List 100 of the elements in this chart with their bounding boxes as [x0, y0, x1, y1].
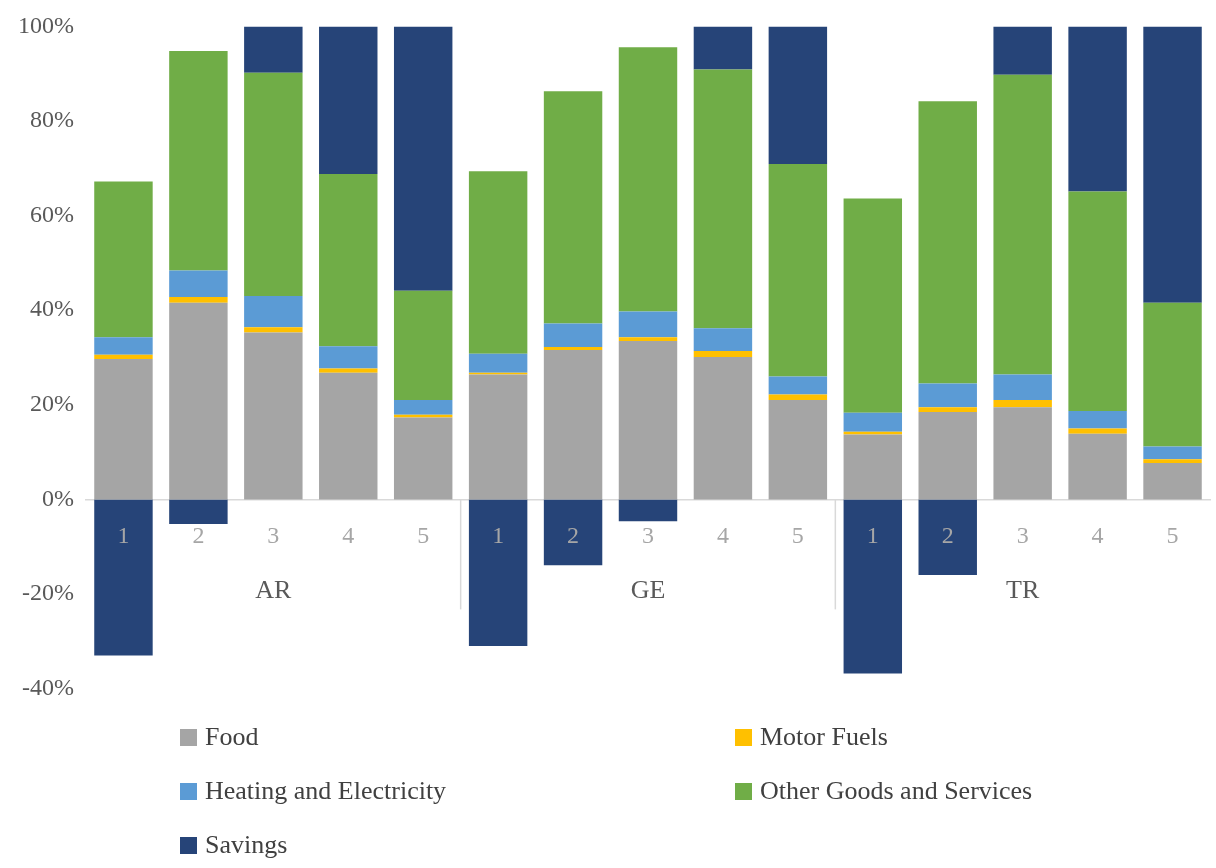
bar — [693, 328, 753, 351]
bar — [918, 383, 977, 408]
x-tick-label: 4 — [716, 521, 729, 548]
bar — [169, 51, 228, 271]
bar — [768, 164, 828, 377]
bar — [468, 374, 528, 500]
y-tick-label: 0% — [41, 484, 74, 511]
bar — [319, 368, 378, 373]
bar — [94, 358, 153, 500]
bar — [1143, 26, 1202, 303]
bar — [244, 327, 303, 333]
bar — [319, 372, 378, 500]
bar — [843, 198, 903, 413]
bar — [618, 311, 678, 338]
y-tick-label: 40% — [29, 295, 74, 322]
bar — [169, 499, 228, 524]
bar — [1143, 446, 1202, 460]
bar — [543, 347, 603, 350]
x-tick-label: 5 — [791, 521, 804, 548]
bar — [693, 357, 753, 500]
bar — [993, 26, 1052, 75]
bar — [618, 47, 678, 312]
bar — [393, 414, 453, 418]
bar — [468, 171, 528, 354]
bar — [169, 302, 228, 500]
bar — [244, 296, 303, 328]
x-tick-label: 4 — [342, 521, 355, 548]
bar — [1143, 459, 1202, 463]
bar — [768, 26, 828, 165]
bar — [169, 270, 228, 297]
bar — [1068, 191, 1127, 411]
legend-label: Heating and Electricity — [205, 776, 447, 806]
legend-label: Food — [205, 722, 259, 752]
bar — [993, 407, 1052, 500]
legend-label: Savings — [205, 830, 288, 860]
bar — [543, 499, 603, 566]
x-tick-label: 3 — [1016, 521, 1029, 548]
bar — [319, 26, 378, 174]
y-tick-label: 60% — [29, 200, 74, 227]
bar — [1068, 410, 1127, 429]
bar — [94, 181, 153, 338]
annotation: GE — [630, 575, 666, 605]
bar — [843, 434, 903, 500]
bar — [543, 91, 603, 324]
bar — [993, 74, 1052, 375]
bar — [918, 101, 977, 384]
bar — [244, 26, 303, 73]
bar — [393, 417, 453, 500]
bar — [319, 346, 378, 369]
x-tick-label: 2 — [567, 521, 580, 548]
x-tick-label: 1 — [866, 521, 879, 548]
bar — [543, 323, 603, 348]
bar — [768, 376, 828, 395]
bar — [843, 499, 903, 674]
x-tick-label: 3 — [642, 521, 654, 548]
annotation: AR — [255, 575, 293, 605]
bar — [993, 400, 1052, 408]
legend-label: Other Goods and Services — [760, 776, 1033, 806]
bar — [468, 499, 528, 647]
bar — [244, 72, 303, 297]
bar — [169, 296, 228, 303]
bar — [693, 350, 753, 358]
bar — [843, 412, 903, 432]
y-tick-label: -40% — [22, 673, 74, 700]
y-tick-label: -20% — [22, 579, 74, 606]
legend-label: Motor Fuels — [760, 722, 888, 752]
bar — [319, 173, 378, 347]
x-tick-label: 1 — [492, 521, 505, 548]
bar — [768, 394, 828, 401]
bar — [918, 407, 977, 412]
x-tick-label: 4 — [1091, 521, 1104, 548]
bar — [1068, 26, 1127, 192]
bar — [693, 69, 753, 329]
bar — [618, 340, 678, 500]
bar — [1068, 428, 1127, 434]
y-tick-label: 100% — [17, 11, 74, 38]
bar — [1068, 433, 1127, 500]
bar — [918, 411, 977, 500]
bar — [244, 332, 303, 500]
bar — [393, 400, 453, 415]
bar — [618, 499, 678, 522]
x-tick-label: 1 — [117, 521, 130, 548]
x-tick-label: 2 — [192, 521, 205, 548]
x-tick-label: 5 — [417, 521, 430, 548]
bar — [768, 400, 828, 500]
x-tick-label: 3 — [267, 521, 280, 548]
x-tick-label: 5 — [1166, 521, 1179, 548]
bar — [393, 26, 453, 291]
bar — [993, 374, 1052, 401]
bar — [543, 349, 603, 500]
bar — [1143, 302, 1202, 447]
bar — [693, 26, 753, 70]
bar — [843, 431, 903, 435]
bar — [94, 499, 153, 656]
bar — [393, 290, 453, 401]
bar — [618, 337, 678, 341]
bar — [94, 354, 153, 359]
bar — [468, 353, 528, 373]
y-tick-label: 80% — [29, 106, 74, 133]
bar — [918, 499, 977, 576]
